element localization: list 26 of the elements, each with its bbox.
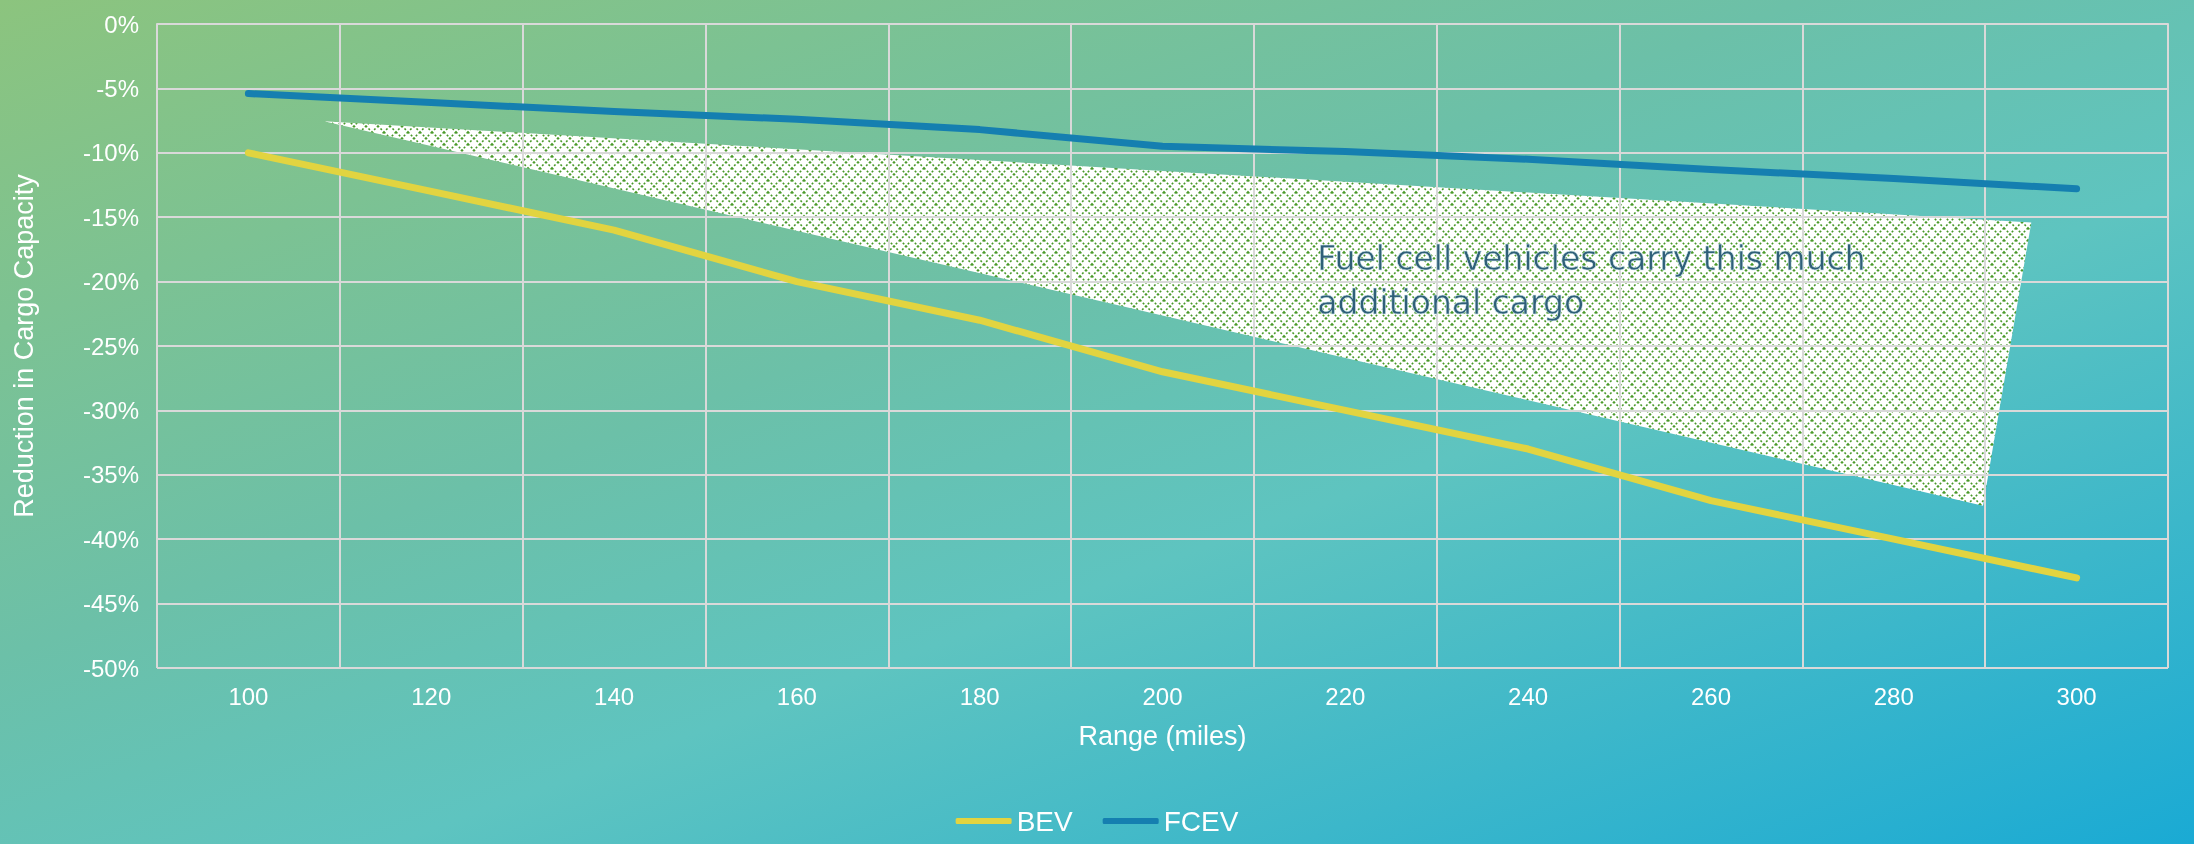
legend-label: FCEV — [1163, 805, 1239, 837]
x-tick-label: 120 — [411, 682, 452, 710]
x-tick-label: 240 — [1508, 682, 1549, 710]
x-tick-label: 180 — [959, 682, 1000, 710]
x-tick-label: 300 — [2056, 682, 2097, 710]
x-tick-label: 160 — [776, 682, 817, 710]
x-tick-label: 100 — [228, 682, 269, 710]
x-axis-title: Range (miles) — [1078, 720, 1247, 751]
x-tick-label: 140 — [594, 682, 635, 710]
x-tick-label: 260 — [1690, 682, 1731, 710]
x-tick-label: 280 — [1873, 682, 1914, 710]
y-axis-title: Reduction in Cargo Capacity — [8, 173, 39, 518]
y-tick-label: -10% — [82, 139, 139, 167]
x-tick-label: 200 — [1142, 682, 1183, 710]
legend-label: BEV — [1016, 805, 1073, 837]
y-tick-label: -50% — [82, 654, 139, 682]
y-tick-label: -30% — [82, 396, 139, 424]
x-tick-label: 220 — [1325, 682, 1366, 710]
y-tick-label: -25% — [82, 332, 139, 360]
y-tick-label: -20% — [82, 268, 139, 296]
y-tick-label: -15% — [82, 203, 139, 231]
y-tick-label: -5% — [96, 74, 139, 102]
y-tick-label: -45% — [82, 590, 139, 618]
y-tick-label: 0% — [104, 10, 139, 38]
y-tick-label: -40% — [82, 525, 139, 553]
y-tick-label: -35% — [82, 461, 139, 489]
